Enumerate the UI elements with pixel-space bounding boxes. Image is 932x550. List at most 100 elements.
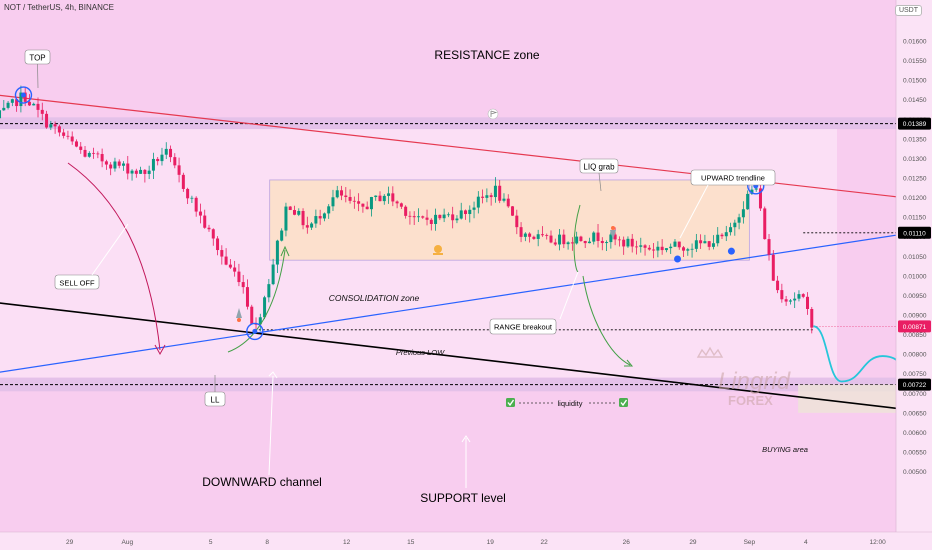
upward-trendline-callout: UPWARD trendline [679,169,776,239]
candle [348,189,352,204]
y-tick-label: 0.00650 [903,410,927,417]
x-tick-label: 22 [541,539,549,546]
y-tick-label: 0.00600 [903,430,927,437]
candle [344,187,348,203]
candle [451,206,455,229]
candle [545,233,549,240]
liquidity-annotation: liquidity [506,398,628,408]
candle [442,208,446,223]
candle [45,110,49,129]
checkmark-icon [506,398,515,407]
candle [32,102,36,106]
price-axis[interactable]: 0.016000.015500.015000.014500.014000.013… [895,0,932,550]
rocket-down-icon [610,226,616,240]
x-tick-label: 26 [623,539,631,546]
candle [177,157,181,183]
x-tick-label: Sep [744,539,756,546]
candle [553,238,557,246]
candle [186,187,190,205]
candle [643,244,647,256]
candle [592,231,596,245]
candle [378,191,382,202]
breakout-down-arrow [582,275,631,366]
candle [703,234,707,244]
trend-touch-dot [674,255,682,263]
candle [605,240,609,252]
price-tag-support-label: 0.00722 [903,382,927,389]
x-tick-label: 29 [66,539,74,546]
sell-off-arrowhead [154,344,166,356]
candle [271,258,275,286]
candle [357,193,361,212]
top-callout: TOP [24,49,51,89]
candle [771,250,775,281]
candle [793,292,797,309]
candle [682,246,686,258]
candle [438,214,442,221]
y-tick-label: 0.00850 [903,332,927,339]
x-tick-label: 15 [407,539,415,546]
y-tick-label: 0.01200 [903,195,927,202]
y-tick-label: 0.01600 [903,39,927,46]
candle [536,229,540,247]
rocket-icon [236,308,242,322]
svg-text:UPWARD trendline: UPWARD trendline [701,174,765,183]
candle [164,142,168,160]
candle [540,226,544,237]
candle [434,208,438,231]
currency-badge[interactable]: USDT [894,5,922,16]
candle [622,236,626,255]
resistance-zone-label: RESISTANCE zone [434,48,539,62]
liq-grab-callout: LIQ grab [579,158,619,192]
price-tag-resistance [898,117,931,130]
candle [746,190,750,210]
candle [476,191,480,214]
checkmark-icon [619,398,628,407]
candle [104,159,108,170]
trend-touch-dot [727,247,735,255]
downward-channel-label: DOWNWARD channel [202,475,322,489]
candle [493,177,497,203]
candle [156,156,160,166]
recovery-arrow [227,249,286,353]
candle [288,206,292,211]
candle [382,194,386,205]
candle [600,237,604,251]
candle [284,202,288,237]
candle [630,233,634,253]
candle [275,239,279,274]
candle [699,234,703,249]
candle [365,201,369,210]
candle [387,186,391,204]
candle [36,97,40,118]
support-pointer-arrowhead [461,435,471,443]
candle [66,130,70,140]
candle [511,205,515,217]
svg-text:SELL OFF: SELL OFF [59,279,95,288]
candle [126,155,130,180]
x-tick-label: 4 [804,539,808,546]
price-axis-background [896,0,932,550]
candle [245,279,249,310]
svg-text:liquidity: liquidity [557,399,582,408]
x-tick-label: 19 [487,539,495,546]
y-tick-label: 0.01300 [903,156,927,163]
time-axis[interactable]: 29 Aug 5 8 12 15 19 22 26 29 Sep 4 12:00 [0,531,932,550]
downward_channel-trendline [0,302,896,410]
candle [169,145,173,163]
svg-text:FOREX: FOREX [728,393,773,408]
bell-icon [433,245,443,255]
candle [656,241,660,258]
x-tick-label: 8 [265,539,269,546]
price-tag-range_level-label: 0.01110 [903,230,926,237]
candle [194,196,198,217]
candle [263,295,267,320]
candle [767,234,771,261]
candle [113,157,117,172]
sell-off-callout: SELL OFF [54,223,129,290]
candle [15,98,19,112]
y-tick-label: 0.01000 [903,273,927,280]
channel-pointer-line [268,375,274,476]
candle [203,209,207,229]
